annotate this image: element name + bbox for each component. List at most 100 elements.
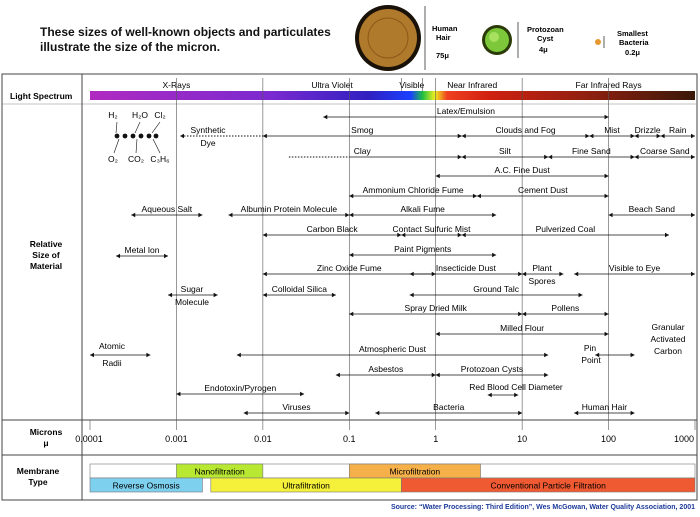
microns-label: Microns [30,427,63,437]
material-pulverized-coal: Pulverized Coal [536,224,596,234]
molecule-cl2: Cl₂ [154,110,165,120]
bacteria-size: 0.2μ [625,48,640,57]
title-line-2: illustrate the size of the micron. [40,40,220,54]
material-drizzle: Drizzle [635,125,661,135]
material-insecticide-dust: Insecticide Dust [436,263,497,273]
material-clay: Clay [354,146,372,156]
decade-gridlines [176,78,609,420]
material-pollens: Pollens [551,303,579,313]
hair-core-icon [359,9,417,67]
material-paint-pigments: Paint Pigments [394,244,451,254]
material-aqueous-salt: Aqueous Salt [142,204,193,214]
membrane-bars: Nanofiltration Microfiltration Reverse Osm… [89,463,696,493]
chart-frame [1,73,698,501]
molecule-dot-icon [122,133,128,139]
material-visible-to-eye: Visible to Eye [609,263,661,273]
membrane-bar-reverse-osmosis [89,477,203,493]
material-sugar-molecule: Sugar Molecule [175,284,209,307]
molecule-dot-icon [146,133,152,139]
bacteria-icon [595,39,601,45]
spectrum-label-visible: Visible [399,80,424,90]
axis-tick-0-01: 0.01 [254,434,272,444]
membrane-label-microfiltration: Microfiltration [390,467,441,477]
axis-tick-0-001: 0.001 [165,434,188,444]
hair-size: 75μ [436,51,449,60]
spectrum-label-near-infrared: Near Infrared [447,80,497,90]
material-granular-activated-carbon: Granular Activated Carbon [651,322,686,356]
molecule-diagram: H₂ H₂O Cl₂ O₂ CO₂ C₃H₆ [108,110,170,164]
material-pin-point: Pin Point [581,343,601,365]
axis-tick-1000: 1000 [674,434,694,444]
membrane-bar-conventional-particle-filtration [401,477,696,493]
molecule-c3h6: C₃H₆ [150,154,169,164]
molecule-o2: O₂ [108,154,118,164]
molecule-h2: H₂ [108,110,117,120]
axis-tick-0-1: 0.1 [343,434,356,444]
molecule-dot-icon [153,133,159,139]
material-rain: Rain [669,125,687,135]
axis-tick-100: 100 [601,434,616,444]
material-a-c-fine-dust: A.C. Fine Dust [495,165,551,175]
material-contact-sulfuric-mist: Contact Sulfuric Mist [393,224,472,234]
molecule-dot-icon [114,133,120,139]
material-red-blood-cell-diameter: Red Blood Cell Diameter [469,382,563,392]
material-silt: Silt [499,146,511,156]
material-colloidal-silica: Colloidal Silica [272,284,328,294]
material-ranges: Latex/Emulsion Synthetic Dye Smog Clouds and… [90,106,695,416]
membrane-label-reverse-osmosis: Reverse Osmosis [113,481,180,491]
membrane-label-ultrafiltration: Ultrafiltration [282,481,330,491]
light-spectrum-bar: X-Rays Ultra Violet Visible Near Infrared Fa… [90,78,695,100]
material-smog: Smog [351,125,373,135]
material-carbon-black: Carbon Black [307,224,359,234]
material-milled-flour: Milled Flour [500,323,544,333]
title-line-1: These sizes of well-known objects and pa… [40,25,331,39]
material-cement-dust: Cement Dust [518,185,568,195]
material-fine-sand: Fine Sand [572,146,611,156]
material-alkali-fume: Alkali Fume [401,204,446,214]
material-asbestos: Asbestos [368,364,403,374]
axis-tick-1: 1 [433,434,438,444]
material-zinc-oxide-fume: Zinc Oxide Fume [317,263,382,273]
material-spray-dried-milk: Spray Dried Milk [405,303,468,313]
axis-tick-0-0001: 0.0001 [75,434,103,444]
microns-unit: μ [43,438,48,448]
material-synthetic-dye: Synthetic Dye [191,125,227,148]
membrane-type-label: Membrane Type [17,466,60,487]
material-bacteria: Bacteria [433,402,464,412]
molecule-dot-icon [138,133,144,139]
material-atomic-radii: Atomic Radii [99,341,126,368]
material-atmospheric-dust: Atmospheric Dust [359,344,427,354]
molecule-h2o: H₂O [132,110,148,120]
material-protozoan-cysts: Protozoan Cysts [461,364,523,374]
material-plant-spores: Plant Spores [529,263,556,286]
material-albumin-protein-molecule: Albumin Protein Molecule [241,204,338,214]
relative-size-label: Relative Size of Material [30,239,63,271]
molecule-dot-icon [130,133,136,139]
spectrum-label-ultra-violet: Ultra Violet [311,80,353,90]
molecule-co2: CO₂ [128,154,144,164]
cyst-size: 4μ [539,45,548,54]
source-citation: Source: “Water Processing: Third Edition… [391,504,695,511]
material-beach-sand: Beach Sand [629,204,676,214]
material-metal-ion: Metal Ion [125,245,160,255]
membrane-label-nanofiltration: Nanofiltration [195,467,245,477]
micron-axis: 0.0001 0.001 0.01 0.1 1 10 100 1000 [75,420,696,444]
material-latex-emulsion: Latex/Emulsion [437,106,495,116]
material-human-hair: Human Hair [582,402,628,412]
material-coarse-sand: Coarse Sand [640,146,690,156]
bacteria-label: Smallest Bacteria [617,29,649,47]
header: These sizes of well-known objects and pa… [40,5,649,71]
hair-label: Human Hair [432,24,458,42]
membrane-label-conventional-particle-filtration: Conventional Particle Filtration [491,481,607,491]
cyst-label: Protozoan Cyst [527,25,564,43]
material-ground-talc: Ground Talc [473,284,519,294]
material-mist: Mist [604,125,620,135]
material-endotoxin-pyrogen: Endotoxin/Pyrogen [204,383,276,393]
axis-tick-10: 10 [517,434,527,444]
spectrum-gradient [90,91,695,100]
material-ammonium-chloride-fume: Ammonium Chloride Fume [363,185,464,195]
material-viruses: Viruses [282,402,310,412]
light-spectrum-label: Light Spectrum [10,91,73,101]
